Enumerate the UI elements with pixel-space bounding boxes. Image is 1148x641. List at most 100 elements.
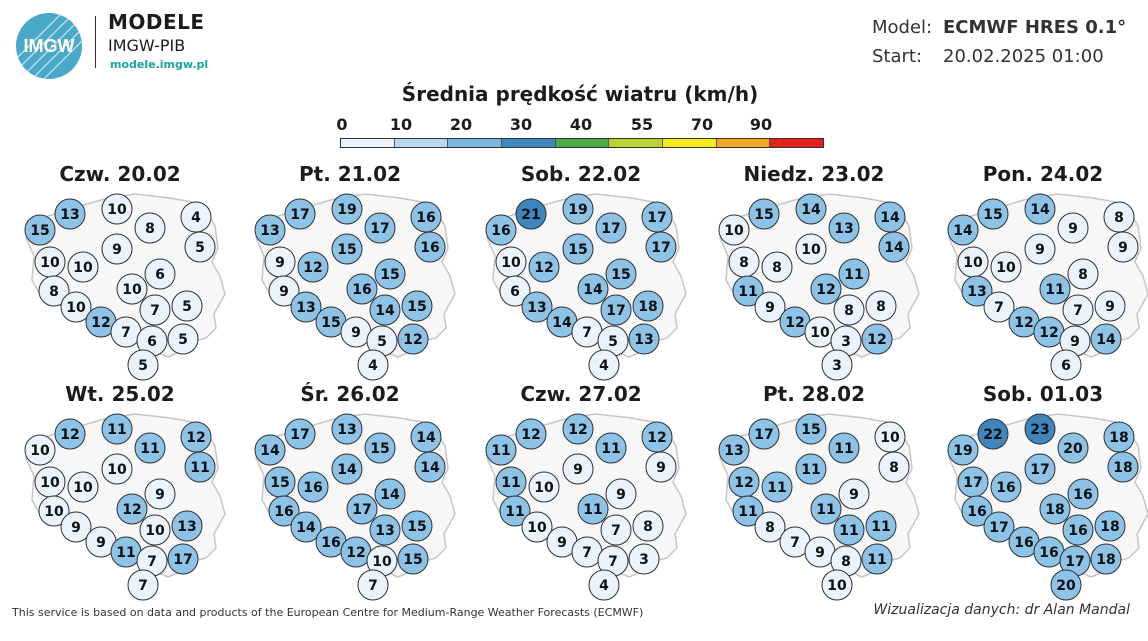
- station-wind-value: 4: [368, 358, 378, 374]
- station-marker: 20: [1050, 569, 1082, 601]
- station-wind-value: 15: [270, 475, 289, 491]
- station-marker: 9: [340, 316, 372, 348]
- station-marker: 9: [268, 275, 300, 307]
- station-marker: 18: [1090, 543, 1122, 575]
- station-marker: 7: [357, 569, 389, 601]
- station-wind-value: 9: [112, 242, 122, 258]
- station-circle: [116, 493, 148, 525]
- station-wind-value: 15: [321, 315, 340, 331]
- station-circle: [414, 451, 446, 483]
- station-marker: 11: [732, 275, 764, 307]
- station-marker: 15: [264, 466, 296, 498]
- station-marker: 6: [144, 258, 176, 290]
- panel-date-title: Pt. 28.02: [762, 382, 866, 406]
- station-wind-value: 8: [1114, 210, 1124, 226]
- station-wind-value: 13: [834, 221, 853, 237]
- station-wind-value: 16: [1073, 487, 1092, 503]
- station-marker: 13: [521, 291, 553, 323]
- station-wind-value: 4: [599, 578, 609, 594]
- station-wind-value: 11: [601, 441, 620, 457]
- station-wind-value: 18: [1109, 430, 1128, 446]
- station-marker: 14: [369, 294, 401, 326]
- station-circle: [144, 478, 176, 510]
- station-circle: [1039, 273, 1071, 305]
- legend-tick-label: 40: [569, 115, 593, 134]
- station-circle: [374, 478, 406, 510]
- station-marker: 8: [632, 510, 664, 542]
- station-wind-value: 9: [656, 460, 666, 476]
- station-marker: 17: [600, 294, 632, 326]
- station-wind-value: 12: [734, 475, 753, 491]
- station-wind-value: 22: [983, 427, 1002, 443]
- station-circle: [632, 290, 664, 322]
- station-marker: 11: [595, 432, 627, 464]
- station-marker: 15: [24, 214, 56, 246]
- station-wind-value: 15: [407, 299, 426, 315]
- station-wind-value: 18: [638, 299, 657, 315]
- station-marker: 17: [641, 201, 673, 233]
- station-wind-value: 8: [739, 255, 749, 271]
- station-marker: 10: [874, 421, 906, 453]
- station-wind-value: 9: [1118, 240, 1128, 256]
- station-marker: 15: [397, 543, 429, 575]
- station-circle: [632, 510, 664, 542]
- station-circle: [645, 451, 677, 483]
- station-wind-value: 16: [352, 282, 371, 298]
- station-circle: [878, 451, 910, 483]
- station-wind-value: 11: [140, 441, 159, 457]
- station-marker: 12: [397, 323, 429, 355]
- station-circle: [754, 511, 786, 543]
- station-circle: [54, 418, 86, 450]
- station-circle: [577, 493, 609, 525]
- station-circle: [641, 421, 673, 453]
- station-circle: [331, 413, 363, 445]
- station-marker: 5: [597, 325, 629, 357]
- station-marker: 10: [101, 193, 133, 225]
- station-marker: 11: [838, 258, 870, 290]
- station-marker: 10: [38, 495, 70, 527]
- station-circle: [374, 258, 406, 290]
- panel-date-title: Śr. 26.02: [300, 382, 400, 406]
- station-circle: [67, 471, 99, 503]
- station-wind-value: 9: [275, 255, 285, 271]
- station-wind-value: 7: [138, 578, 148, 594]
- logo-url-link[interactable]: modele.imgw.pl: [110, 58, 209, 71]
- station-marker: 18: [1094, 510, 1126, 542]
- station-marker: 16: [414, 231, 446, 263]
- station-wind-value: 15: [370, 441, 389, 457]
- station-circle: [414, 231, 446, 263]
- logo-org: IMGW-PIB: [108, 36, 186, 55]
- station-marker: 9: [60, 511, 92, 543]
- station-wind-value: 8: [889, 460, 899, 476]
- station-wind-value: 17: [1030, 462, 1049, 478]
- station-marker: 11: [861, 543, 893, 575]
- station-wind-value: 6: [510, 284, 520, 300]
- station-wind-value: 5: [195, 240, 205, 256]
- station-wind-value: 10: [107, 462, 127, 478]
- station-marker: 8: [865, 290, 897, 322]
- station-wind-value: 15: [568, 242, 587, 258]
- station-circle: [947, 214, 979, 246]
- station-wind-value: 10: [527, 520, 547, 536]
- station-circle: [401, 510, 433, 542]
- station-marker: 15: [605, 258, 637, 290]
- station-wind-value: 11: [107, 422, 126, 438]
- station-circle: [171, 510, 203, 542]
- station-circle: [297, 471, 329, 503]
- station-circle: [331, 233, 363, 265]
- station-marker: 8: [833, 294, 865, 326]
- station-wind-value: 7: [608, 554, 618, 570]
- station-wind-value: 10: [880, 430, 900, 446]
- station-wind-value: 12: [568, 422, 587, 438]
- station-wind-value: 11: [867, 552, 886, 568]
- station-wind-value: 12: [867, 332, 886, 348]
- station-circle: [754, 291, 786, 323]
- station-circle: [528, 251, 560, 283]
- panel-date-title: Sob. 22.02: [520, 162, 642, 186]
- station-marker: 7: [597, 545, 629, 577]
- station-wind-value: 12: [186, 430, 205, 446]
- station-wind-value: 16: [416, 210, 435, 226]
